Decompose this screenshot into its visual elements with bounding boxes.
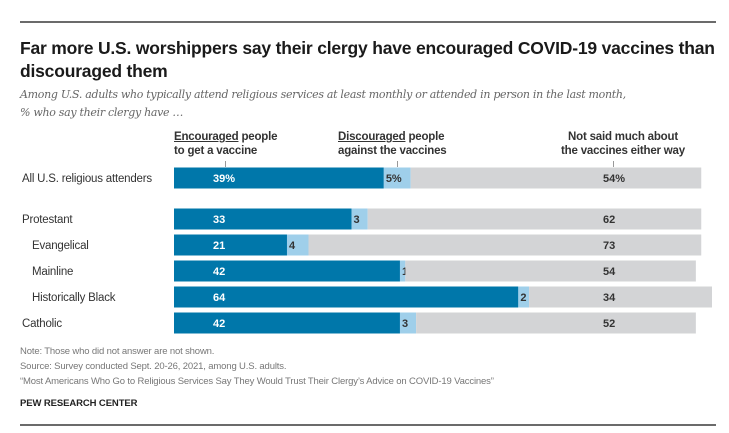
value-label-encouraged: 64 [213,292,226,304]
legend-neither-line1: Not said much about [568,131,678,143]
bar-segment-encouraged [174,312,400,334]
value-label-discouraged: 1 [402,266,408,278]
chart-subtitle: Among U.S. adults who typically attend r… [20,86,720,122]
legend-discouraged-text: people [405,131,445,143]
bar-row: All U.S. religious attenders 39% 5% 54% [22,167,702,189]
category-label: Mainline [32,266,73,278]
legend-discouraged-tick [397,161,398,167]
category-label: Historically Black [32,292,116,304]
source-text: Source: Survey conducted Sept. 20-26, 20… [20,361,287,372]
bar-segment-neither [416,312,696,334]
value-label-discouraged: 2 [520,292,526,304]
value-label-encouraged: 39% [213,173,235,185]
bar-segment-discouraged [351,208,368,230]
bar-segment-discouraged [399,260,406,282]
bar-segment-encouraged [174,167,384,189]
bar-segment-neither [410,167,702,189]
category-label: Protestant [22,214,73,226]
legend-encouraged-tick [225,161,226,167]
value-label-neither: 62 [603,214,615,226]
category-label: Catholic [22,318,62,330]
bar-segment-neither [529,286,712,308]
value-label-neither: 34 [603,292,616,304]
legend-encouraged-text: people [238,131,278,143]
value-label-encouraged: 21 [213,240,225,252]
value-label-neither: 52 [603,318,615,330]
bar-segment-encouraged [174,260,400,282]
bar-row: Evangelical 21 4 73 [32,234,702,256]
bar-segment-encouraged [174,208,352,230]
legend-encouraged-line2: to get a vaccine [174,145,258,157]
top-rule [20,21,716,23]
subtitle-line-1: Among U.S. adults who typically attend r… [20,88,626,101]
value-label-discouraged: 5% [386,173,402,185]
bar-row: Protestant 33 3 62 [22,208,702,230]
value-label-discouraged: 4 [289,240,296,252]
bar-segment-encouraged [174,286,519,308]
bar-segment-neither [405,260,696,282]
legend-neither-line2: the vaccines either way [561,145,685,157]
bar-segment-discouraged [286,234,309,256]
bar-segment-discouraged [383,167,411,189]
bar-row: Historically Black 64 2 34 [32,286,712,308]
legend-encouraged-keyword: Encouraged [174,131,239,143]
value-label-discouraged: 3 [354,214,360,226]
bar-row: Mainline 42 1 54 [32,260,696,282]
category-label: All U.S. religious attenders [22,173,152,185]
value-label-encouraged: 42 [213,318,225,330]
value-label-neither: 73 [603,240,615,252]
subtitle-line-2: % who say their clergy have … [20,106,184,119]
value-label-neither: 54 [603,266,616,278]
bar-segment-neither [308,234,702,256]
value-label-neither: 54% [603,173,625,185]
category-label: Evangelical [32,240,89,252]
value-label-discouraged: 3 [402,318,408,330]
legend-discouraged-keyword: Discouraged [338,131,406,143]
bar-row: Catholic 42 3 52 [22,312,696,334]
bar-segment-encouraged [174,234,287,256]
report-title-text: “Most Americans Who Go to Religious Serv… [20,376,494,387]
pew-research-center-logo: PEW RESEARCH CENTER [20,398,138,409]
legend-neither: Not said much about the vaccines either … [543,130,703,158]
value-label-encouraged: 42 [213,266,225,278]
bar-segment-neither [367,208,702,230]
bar-segment-discouraged [399,312,417,334]
note-text: Note: Those who did not answer are not s… [20,346,215,357]
legend-discouraged-line2: against the vaccines [338,145,447,157]
legend-discouraged: Discouraged people against the vaccines [338,130,447,158]
bar-segment-discouraged [518,286,530,308]
value-label-encouraged: 33 [213,214,225,226]
chart-title: Far more U.S. worshippers say their cler… [20,38,715,81]
legend-neither-tick [613,161,614,167]
legend-encouraged: Encouraged people to get a vaccine [174,130,278,158]
bottom-rule [20,424,716,426]
